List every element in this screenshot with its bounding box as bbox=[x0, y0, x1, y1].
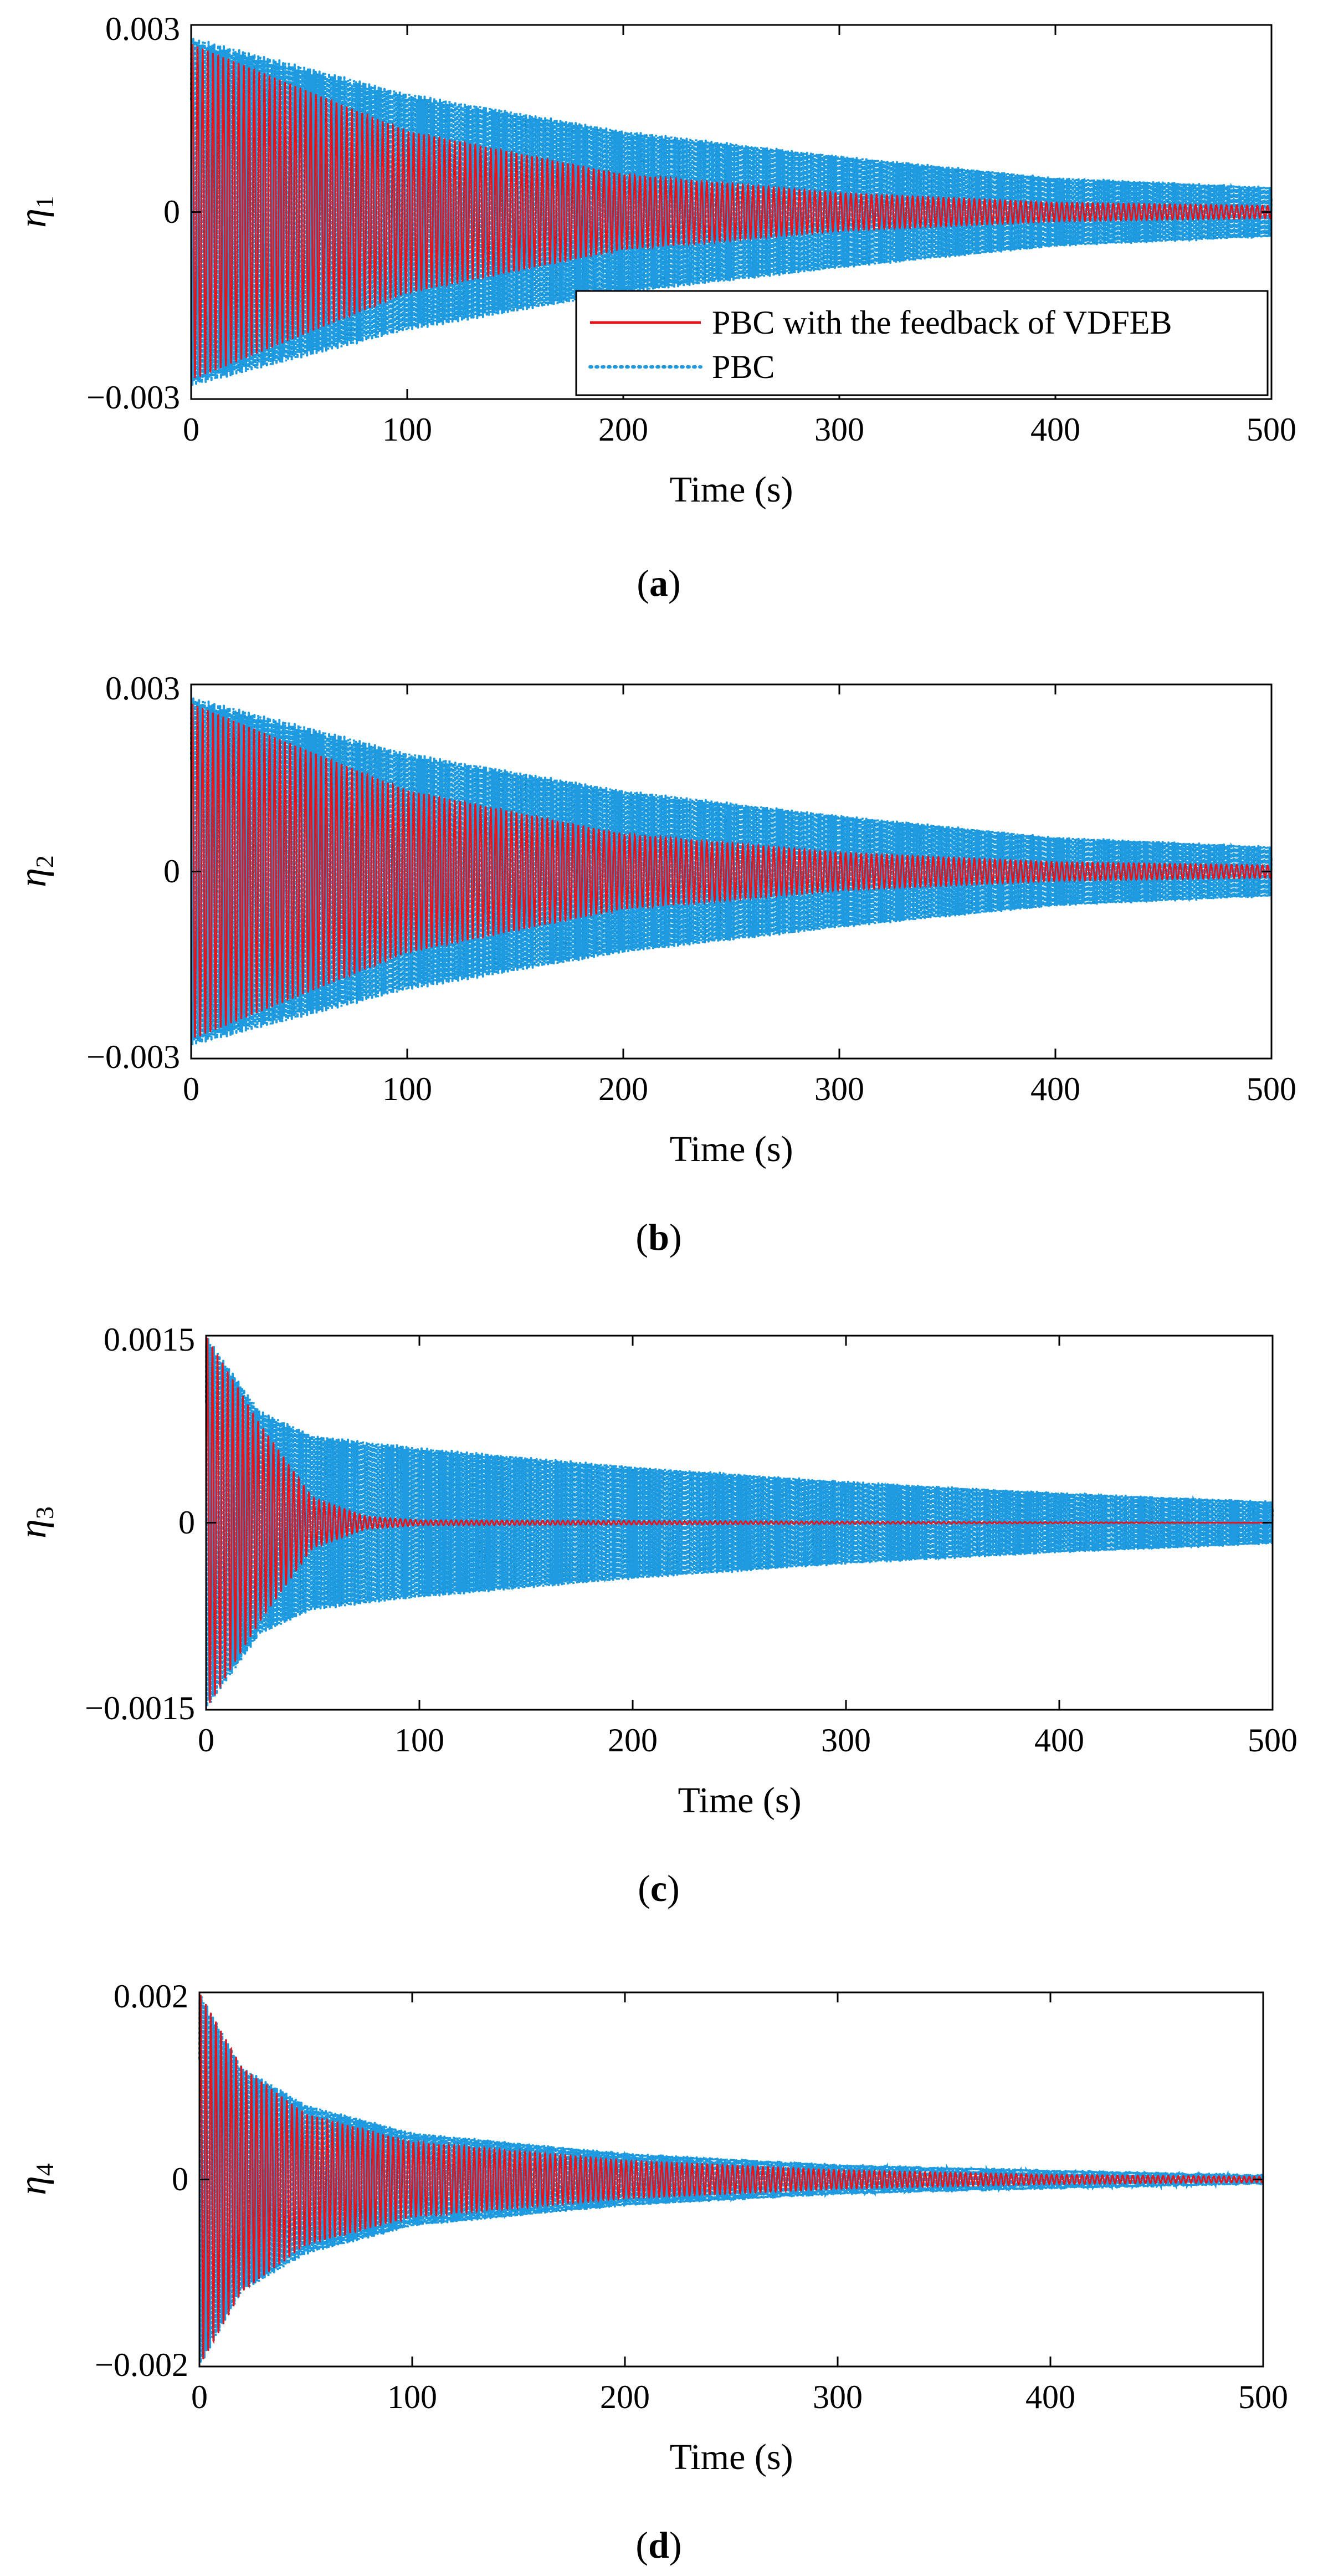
panel-d-ytick-zero: 0 bbox=[172, 2161, 188, 2197]
panel-b-ytick-zero: 0 bbox=[163, 853, 180, 890]
panel-a-series-pbc bbox=[190, 38, 1273, 386]
panel-d-series-vdfeb bbox=[198, 1995, 1264, 2359]
panel-b-ylabel-sub: 2 bbox=[30, 855, 59, 868]
panel-c-series-vdfeb bbox=[205, 1337, 1273, 1703]
panel-c-caption: (c) bbox=[638, 1867, 680, 1909]
panel-b: 0.003 0 −0.003 0 100 200 300 400 500 Tim… bbox=[12, 670, 1296, 1258]
panel-d-xtick-200: 200 bbox=[600, 2379, 650, 2415]
panel-a-ytick-top: 0.003 bbox=[105, 11, 180, 47]
panel-a-ytick-bottom: −0.003 bbox=[86, 379, 180, 416]
panel-b-ytick-top: 0.003 bbox=[105, 670, 180, 707]
svg-text:η4: η4 bbox=[12, 2163, 59, 2195]
panel-c-ylabel-sub: 3 bbox=[30, 1506, 59, 1519]
legend-box bbox=[575, 290, 1269, 396]
panel-a-series-vdfeb bbox=[190, 44, 1273, 379]
panel-b-ylabel: η2 bbox=[12, 855, 59, 887]
panel-c-xtick-200: 200 bbox=[608, 1722, 658, 1759]
panel-b-caption: (b) bbox=[635, 1216, 681, 1258]
panel-d-ylabel-sub: 4 bbox=[30, 2163, 59, 2176]
legend: PBC with the feedback of VDFEB PBC bbox=[575, 290, 1269, 396]
panel-d-plot bbox=[198, 1995, 1264, 2363]
panel-c-ticks bbox=[205, 1335, 1274, 1711]
panel-c-xtick-300: 300 bbox=[821, 1722, 871, 1759]
panel-c-xtick-0: 0 bbox=[198, 1722, 214, 1759]
panel-d-caption: (d) bbox=[635, 2524, 681, 2566]
panel-c-ylabel-symbol: η bbox=[12, 1519, 54, 1539]
panel-a-plot bbox=[190, 38, 1273, 386]
panel-b-ylabel-symbol: η bbox=[12, 868, 54, 887]
panel-a-ytick-zero: 0 bbox=[163, 193, 180, 230]
panel-d-xtick-400: 400 bbox=[1025, 2379, 1075, 2415]
panel-a-ylabel-sub: 1 bbox=[30, 196, 59, 208]
legend-entry-vdfeb: PBC with the feedback of VDFEB bbox=[712, 304, 1172, 341]
panel-a-xtick-400: 400 bbox=[1030, 411, 1080, 448]
panel-c-xtick-400: 400 bbox=[1034, 1722, 1084, 1759]
panel-d-ticks bbox=[198, 1991, 1264, 2368]
panel-a-caption: (a) bbox=[637, 562, 680, 604]
panel-b-ticks bbox=[190, 683, 1273, 1060]
panel-d-xtick-500: 500 bbox=[1238, 2379, 1288, 2415]
panel-c: 0.0015 0 −0.0015 0 100 200 300 400 500 T… bbox=[12, 1321, 1298, 1909]
panel-d-ylabel: η4 bbox=[12, 2163, 59, 2195]
panel-b-xtick-200: 200 bbox=[598, 1071, 648, 1107]
panel-b-plot bbox=[190, 697, 1273, 1045]
panel-c-plot bbox=[205, 1337, 1274, 1707]
svg-text:η2: η2 bbox=[12, 855, 59, 887]
panel-a: 0.003 0 −0.003 0 100 200 300 400 500 Tim… bbox=[12, 11, 1296, 604]
panel-d: 0.002 0 −0.002 0 100 200 300 400 500 Tim… bbox=[12, 1978, 1288, 2566]
panel-d-xtick-100: 100 bbox=[387, 2379, 437, 2415]
panel-a-xtick-500: 500 bbox=[1247, 411, 1296, 448]
panel-a-xtick-200: 200 bbox=[598, 411, 648, 448]
panel-c-ytick-zero: 0 bbox=[178, 1504, 195, 1541]
panel-d-xlabel: Time (s) bbox=[669, 2437, 793, 2477]
panel-d-xtick-300: 300 bbox=[813, 2379, 863, 2415]
panel-d-ytick-top: 0.002 bbox=[114, 1978, 188, 2015]
panel-b-xtick-400: 400 bbox=[1030, 1071, 1080, 1107]
panel-b-xlabel: Time (s) bbox=[669, 1129, 793, 1169]
panel-c-xlabel: Time (s) bbox=[678, 1780, 801, 1821]
legend-entry-pbc: PBC bbox=[712, 349, 775, 385]
panel-d-ylabel-symbol: η bbox=[12, 2176, 54, 2195]
panel-d-xtick-0: 0 bbox=[191, 2379, 208, 2415]
panel-b-series-pbc bbox=[190, 697, 1273, 1045]
panel-a-ylabel: η1 bbox=[12, 196, 59, 228]
svg-text:η3: η3 bbox=[12, 1506, 59, 1539]
panel-b-series-vdfeb bbox=[190, 703, 1273, 1038]
panel-b-xtick-500: 500 bbox=[1247, 1071, 1296, 1107]
panel-b-ytick-bottom: −0.003 bbox=[86, 1039, 180, 1075]
panel-a-xtick-0: 0 bbox=[183, 411, 199, 448]
panel-c-ylabel: η3 bbox=[12, 1506, 59, 1539]
panel-c-xtick-100: 100 bbox=[394, 1722, 444, 1759]
panel-a-xtick-300: 300 bbox=[814, 411, 864, 448]
panel-a-xlabel: Time (s) bbox=[669, 469, 793, 510]
panel-a-xtick-100: 100 bbox=[382, 411, 432, 448]
panel-b-xtick-300: 300 bbox=[814, 1071, 864, 1107]
panel-a-ylabel-symbol: η bbox=[12, 208, 54, 228]
panel-c-xtick-500: 500 bbox=[1248, 1722, 1298, 1759]
panel-d-ytick-bottom: −0.002 bbox=[95, 2347, 188, 2383]
panel-b-xtick-100: 100 bbox=[382, 1071, 432, 1107]
panel-c-ytick-top: 0.0015 bbox=[104, 1321, 195, 1358]
panel-c-series-pbc bbox=[205, 1338, 1274, 1707]
panel-b-xtick-0: 0 bbox=[183, 1071, 199, 1107]
svg-text:η1: η1 bbox=[12, 196, 59, 228]
panel-c-ytick-bottom: −0.0015 bbox=[85, 1690, 195, 1726]
